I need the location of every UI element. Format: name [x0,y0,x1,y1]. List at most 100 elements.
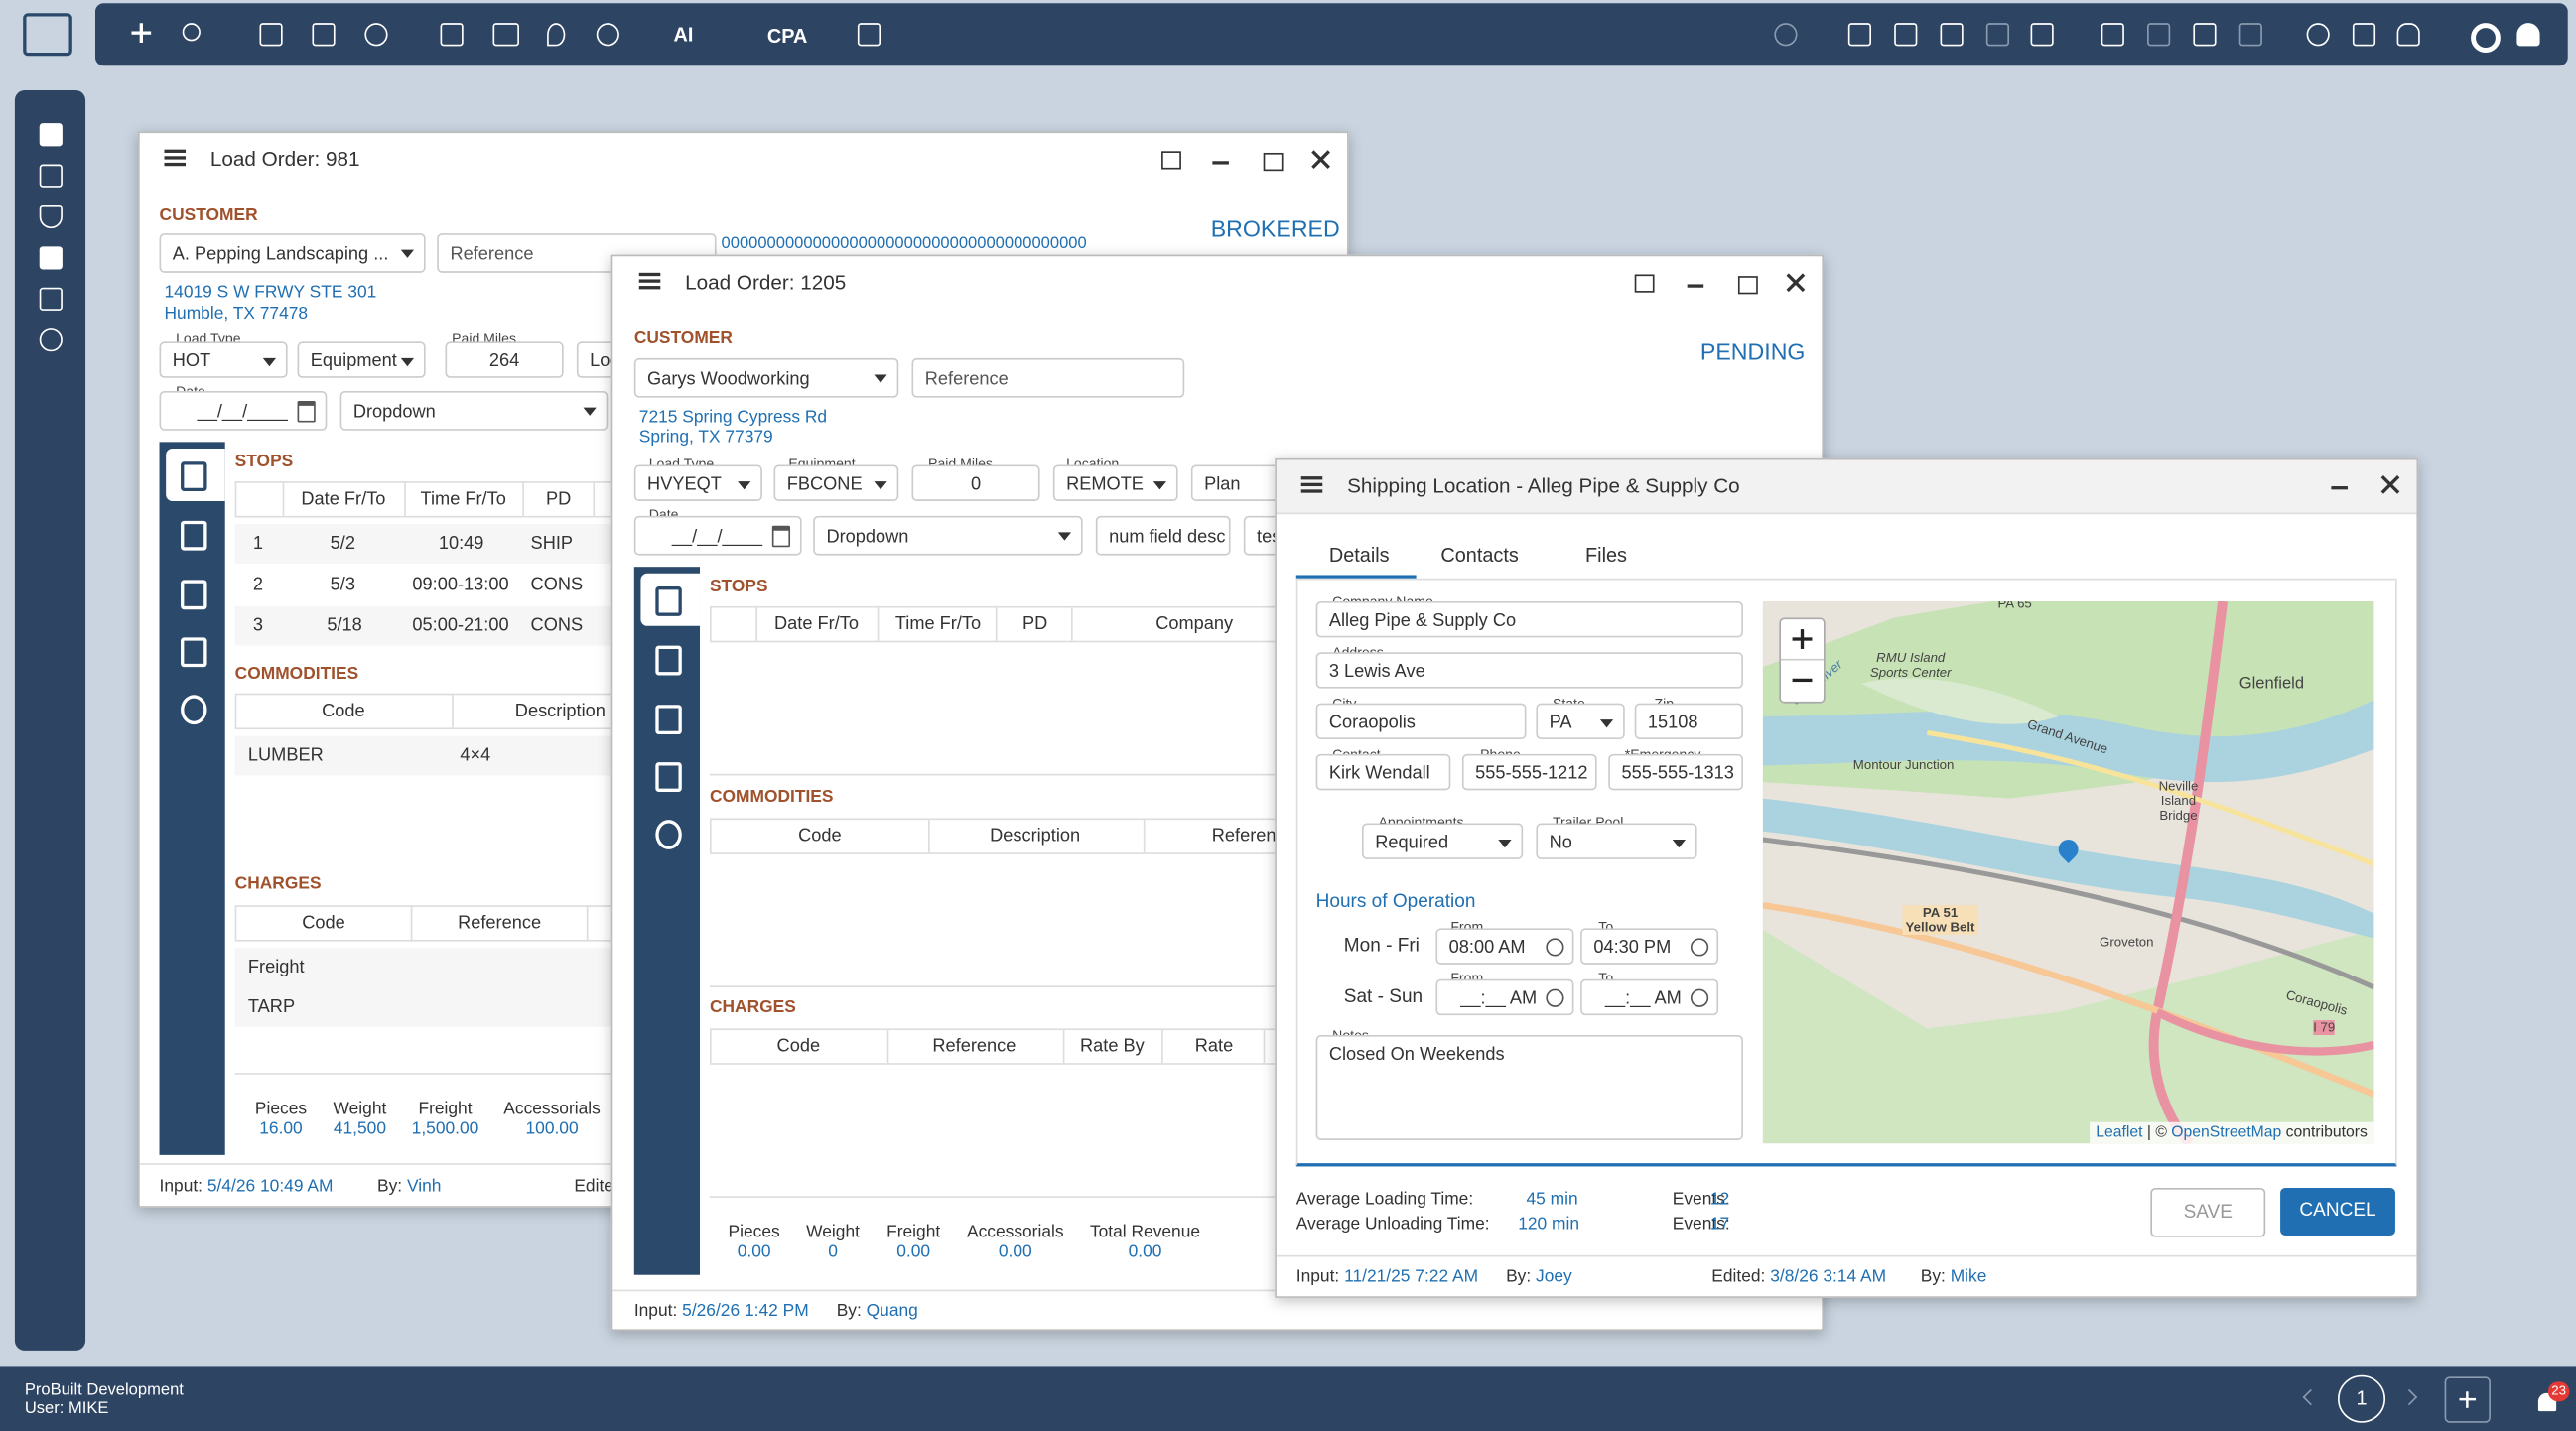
list-icon[interactable] [1894,23,1918,47]
from-time[interactable]: 08:00 AM [1435,928,1574,965]
notes-input[interactable]: Closed On Weekends [1315,1035,1743,1140]
load-type-select[interactable]: HVYEQT [633,464,762,501]
customer-select[interactable]: A. Pepping Landscaping ... [159,233,426,273]
search-icon[interactable] [182,23,201,42]
video-icon[interactable] [2352,23,2376,47]
tab[interactable]: Contacts [1440,543,1519,568]
to-time[interactable]: 04:30 PM [1580,928,1719,965]
customer-select[interactable]: Garys Woodworking [633,357,899,398]
address-line[interactable]: 7215 Spring Cypress Rd [638,407,828,428]
maximize-button[interactable] [1263,152,1284,172]
maximize-button[interactable] [1737,276,1758,295]
close-button[interactable] [1786,273,1806,293]
date-input[interactable]: __/__/____ [159,391,328,431]
nav-document[interactable] [181,637,207,668]
app-logo[interactable] [23,13,72,57]
nav-active[interactable] [166,448,225,501]
sidebar-shield[interactable] [39,204,63,229]
minimize-button[interactable] [1212,161,1229,165]
nav-truck[interactable] [655,645,682,676]
nav-stops[interactable] [655,586,682,616]
location-icon[interactable] [547,23,566,47]
address-input[interactable]: 3 Lewis Ave [1315,652,1743,689]
ai-button[interactable]: AI [673,23,694,47]
close-button[interactable] [1311,150,1331,170]
tab[interactable]: Files [1585,543,1627,568]
nav-document[interactable] [655,762,682,792]
rows-icon[interactable] [2193,23,2217,47]
prev-page[interactable] [2302,1388,2319,1406]
dropdown-select[interactable]: Dropdown [339,391,609,431]
layout-icon[interactable] [2101,23,2124,47]
menu-icon[interactable] [164,149,187,153]
equipment-select[interactable]: Equipment [297,341,426,378]
address-line[interactable]: 14019 S W FRWY STE 301 [164,282,377,303]
split-icon[interactable] [2147,23,2171,47]
help-icon[interactable] [2306,23,2330,47]
attribution-link[interactable]: OpenStreetMap [2171,1123,2282,1142]
chat-icon[interactable] [492,23,519,47]
address-line[interactable]: Humble, TX 77478 [164,304,309,325]
company-input[interactable]: Alleg Pipe & Supply Co [1315,600,1743,638]
copy-icon[interactable] [1940,23,1964,47]
refresh-icon[interactable] [1774,23,1798,47]
equipment-select[interactable]: FBCONE [773,464,899,501]
paid-miles-input[interactable]: 264 [445,341,564,378]
user-icon[interactable] [2516,23,2540,47]
calendar-icon[interactable] [259,23,283,47]
reference-input[interactable]: Reference [911,357,1185,398]
phone-input[interactable]: 555-555-1212 [1461,753,1597,791]
zip-input[interactable]: 15108 [1634,703,1743,740]
to-time[interactable]: __:__ AM [1580,978,1719,1016]
idea-icon[interactable] [364,23,388,47]
minimize-button[interactable] [2331,486,2348,490]
city-input[interactable]: Coraopolis [1315,703,1527,740]
num-field[interactable]: num field desc [1095,515,1231,556]
close-button[interactable] [2380,474,2400,494]
emergency-input[interactable]: 555-555-1313 [1608,753,1743,791]
chat-button[interactable] [1634,274,1655,293]
globe-icon[interactable] [596,23,619,47]
trailer-select[interactable]: No [1536,823,1697,859]
location-select[interactable]: REMOTE [1052,464,1178,501]
minimize-button[interactable] [1687,284,1704,288]
date-input[interactable]: __/__/____ [633,515,802,556]
chat-button[interactable] [1161,151,1181,170]
calc-icon[interactable] [857,23,881,47]
nav-calendar[interactable] [181,580,207,610]
dropdown-select[interactable]: Dropdown [813,515,1083,556]
zoom-in[interactable] [1800,629,1805,649]
sidebar-trucks[interactable] [39,164,63,188]
from-time[interactable]: __:__ AM [1435,978,1574,1016]
zoom-out[interactable] [1792,678,1813,683]
reference-value[interactable]: 0000000000000000000000000000000000000000 [721,234,1087,253]
grid-icon[interactable] [2238,23,2262,47]
sidebar-dashboard[interactable] [39,246,63,270]
tab[interactable]: Details [1328,543,1390,568]
settings-icon[interactable] [2471,23,2501,53]
contact-input[interactable]: Kirk Wendall [1315,753,1451,791]
appointments-select[interactable]: Required [1361,823,1524,859]
support-icon[interactable] [2396,23,2420,47]
add-icon[interactable] [131,23,152,44]
next-page[interactable] [2400,1388,2418,1406]
document-icon[interactable] [312,23,336,47]
nav-active[interactable] [640,573,701,626]
map[interactable]: PA 65 RMU Island Sports Center Glenfield… [1762,600,2374,1144]
nav-contact[interactable] [655,820,682,849]
nav-truck[interactable] [181,520,207,551]
paid-miles-input[interactable]: 0 [911,464,1040,501]
attribution-link[interactable]: Leaflet [2096,1123,2143,1142]
menu-icon[interactable] [638,272,661,277]
menu-icon[interactable] [1300,476,1323,480]
page-number[interactable]: 1 [2338,1374,2386,1423]
cpa-button[interactable]: CPA [766,24,808,49]
nav-calendar[interactable] [655,705,682,735]
folder-icon[interactable] [440,23,464,47]
state-select[interactable]: PA [1536,703,1625,740]
sidebar-orders[interactable] [39,123,63,147]
layers-icon[interactable] [1847,23,1872,47]
stack-icon[interactable] [1985,23,2010,47]
close-all-icon[interactable] [2030,23,2054,47]
nav-contact[interactable] [181,695,207,725]
